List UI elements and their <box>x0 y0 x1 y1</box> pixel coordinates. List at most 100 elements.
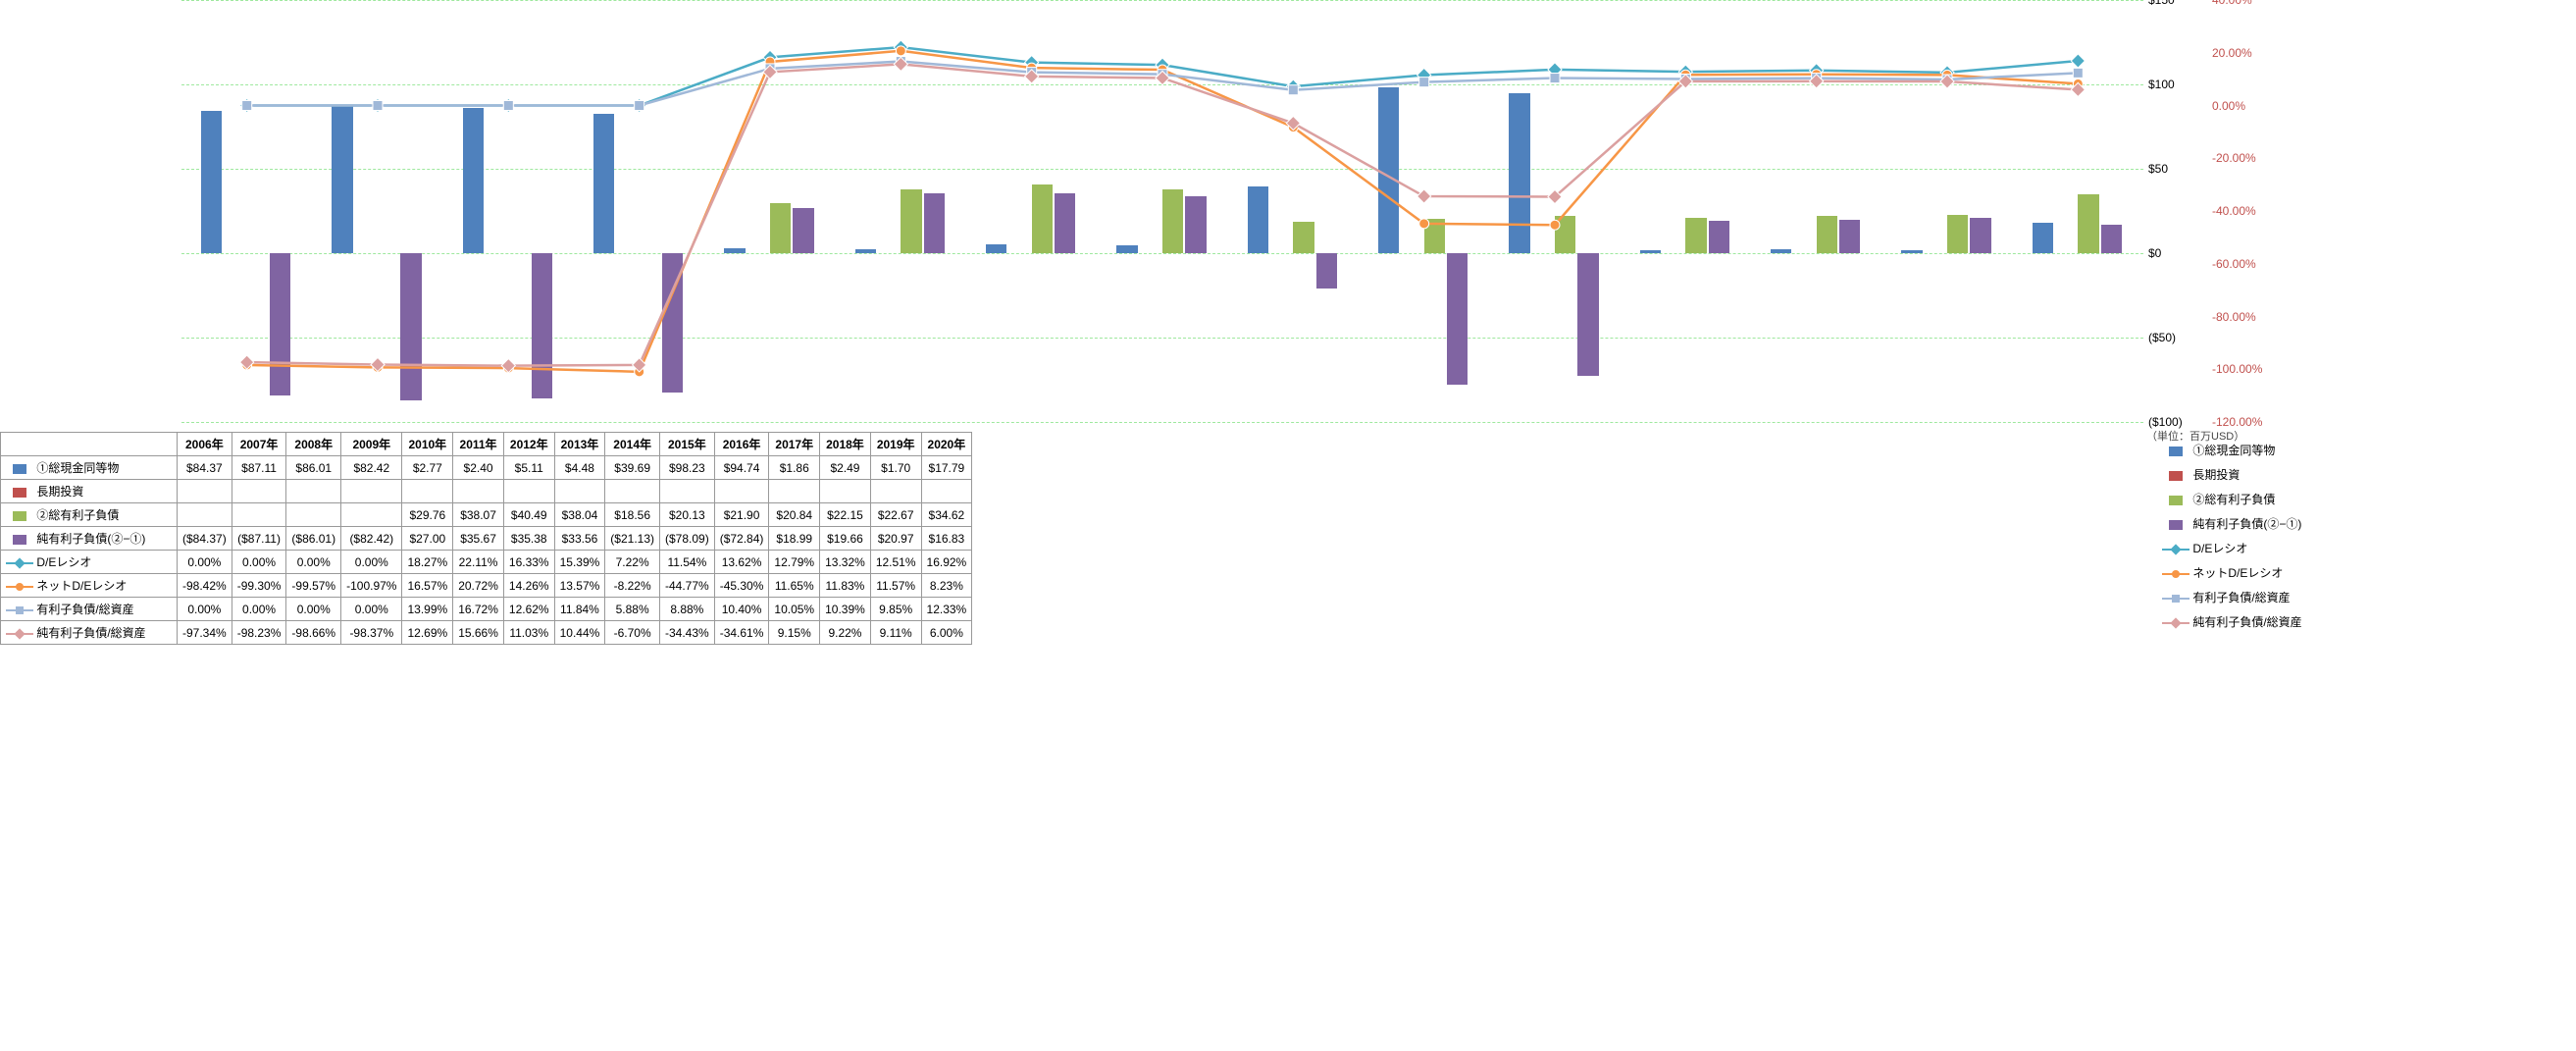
cell-de: 0.00% <box>178 551 232 574</box>
row-label-debt: ②総有利子負債 <box>1 503 178 527</box>
line-netdebtasset <box>247 64 2079 365</box>
cell-debtasset: 12.33% <box>921 598 972 621</box>
legend: ①総現金同等物 長期投資 ②総有利子負債 純有利子負債(②−①) D/Eレシオ … <box>2162 442 2302 638</box>
row-label-ltinv: 長期投資 <box>1 480 178 503</box>
cell-ltinv <box>714 480 769 503</box>
year-header: 2018年 <box>820 433 871 456</box>
cell-netdebt: $20.97 <box>870 527 921 551</box>
cell-cash: $98.23 <box>660 456 715 480</box>
marker-debtasset <box>1288 85 1298 95</box>
cell-cash: $87.11 <box>232 456 286 480</box>
cell-de: 12.51% <box>870 551 921 574</box>
cell-debt: $20.13 <box>660 503 715 527</box>
marker-debtasset <box>2073 68 2083 78</box>
cell-ltinv <box>402 480 453 503</box>
cell-ltinv <box>769 480 820 503</box>
cell-de: 12.79% <box>769 551 820 574</box>
cell-netdebt: ($72.84) <box>714 527 769 551</box>
cell-cash: $86.01 <box>286 456 341 480</box>
cell-ltinv <box>660 480 715 503</box>
cell-netdebtasset: 9.15% <box>769 621 820 645</box>
marker-netdebtasset <box>501 359 515 373</box>
cell-cash: $39.69 <box>605 456 660 480</box>
cell-cash: $17.79 <box>921 456 972 480</box>
cell-debtasset: 5.88% <box>605 598 660 621</box>
cell-netde: 16.57% <box>402 574 453 598</box>
cell-netdebt: ($82.42) <box>341 527 402 551</box>
cell-debt <box>232 503 286 527</box>
cell-netde: -98.42% <box>178 574 232 598</box>
cell-netde: -8.22% <box>605 574 660 598</box>
cell-ltinv <box>178 480 232 503</box>
cell-debtasset: 0.00% <box>178 598 232 621</box>
cell-debt: $40.49 <box>503 503 554 527</box>
year-header: 2015年 <box>660 433 715 456</box>
year-header: 2006年 <box>178 433 232 456</box>
cell-de: 0.00% <box>232 551 286 574</box>
cell-ltinv <box>453 480 504 503</box>
row-label-netdebt: 純有利子負債(②−①) <box>1 527 178 551</box>
year-header: 2019年 <box>870 433 921 456</box>
marker-debtasset <box>635 101 644 111</box>
cell-cash: $2.40 <box>453 456 504 480</box>
cell-netdebtasset: 9.11% <box>870 621 921 645</box>
cell-debt <box>178 503 232 527</box>
row-label-netdebtasset: 純有利子負債/総資産 <box>1 621 178 645</box>
legend-item-de: D/Eレシオ <box>2162 540 2302 556</box>
legend-item-netdebtasset: 純有利子負債/総資産 <box>2162 613 2302 630</box>
data-table: 2006年2007年2008年2009年2010年2011年2012年2013年… <box>0 432 972 645</box>
cell-debt <box>286 503 341 527</box>
row-label-debtasset: 有利子負債/総資産 <box>1 598 178 621</box>
row-label-de: D/Eレシオ <box>1 551 178 574</box>
cell-debt: $20.84 <box>769 503 820 527</box>
cell-debtasset: 11.84% <box>554 598 605 621</box>
cell-netdebtasset: -6.70% <box>605 621 660 645</box>
cell-netde: -44.77% <box>660 574 715 598</box>
cell-netdebtasset: 11.03% <box>503 621 554 645</box>
row-label-cash: ①総現金同等物 <box>1 456 178 480</box>
cell-netdebt: ($87.11) <box>232 527 286 551</box>
chart-container: ($100)($50)$0$50$100$150-120.00%-100.00%… <box>0 0 2576 1051</box>
cell-netde: 14.26% <box>503 574 554 598</box>
marker-debtasset <box>373 101 383 111</box>
cell-cash: $5.11 <box>503 456 554 480</box>
cell-ltinv <box>605 480 660 503</box>
cell-cash: $4.48 <box>554 456 605 480</box>
marker-netde <box>1550 220 1560 230</box>
cell-ltinv <box>820 480 871 503</box>
cell-debt: $18.56 <box>605 503 660 527</box>
cell-debtasset: 10.40% <box>714 598 769 621</box>
marker-debtasset <box>1419 78 1429 87</box>
year-header: 2008年 <box>286 433 341 456</box>
cell-ltinv <box>286 480 341 503</box>
cell-netde: 13.57% <box>554 574 605 598</box>
legend-item-ltinv: 長期投資 <box>2162 466 2302 483</box>
cell-de: 13.32% <box>820 551 871 574</box>
cell-netdebtasset: -34.61% <box>714 621 769 645</box>
cell-de: 0.00% <box>341 551 402 574</box>
legend-item-netdebt: 純有利子負債(②−①) <box>2162 515 2302 532</box>
year-header: 2012年 <box>503 433 554 456</box>
cell-netdebtasset: 12.69% <box>402 621 453 645</box>
cell-netdebtasset: -98.66% <box>286 621 341 645</box>
cell-cash: $2.77 <box>402 456 453 480</box>
cell-netde: 11.83% <box>820 574 871 598</box>
marker-netde <box>1419 219 1429 229</box>
cell-de: 16.33% <box>503 551 554 574</box>
legend-item-debtasset: 有利子負債/総資産 <box>2162 589 2302 605</box>
cell-cash: $2.49 <box>820 456 871 480</box>
cell-netdebtasset: -98.23% <box>232 621 286 645</box>
row-label-netde: ネットD/Eレシオ <box>1 574 178 598</box>
cell-netdebt: ($84.37) <box>178 527 232 551</box>
cell-netdebt: $16.83 <box>921 527 972 551</box>
cell-netdebt: $18.99 <box>769 527 820 551</box>
cell-ltinv <box>503 480 554 503</box>
cell-ltinv <box>554 480 605 503</box>
cell-netdebtasset: 10.44% <box>554 621 605 645</box>
cell-debtasset: 0.00% <box>286 598 341 621</box>
cell-de: 13.62% <box>714 551 769 574</box>
cell-debt: $22.67 <box>870 503 921 527</box>
marker-debtasset <box>503 101 513 111</box>
cell-netde: 20.72% <box>453 574 504 598</box>
cell-cash: $94.74 <box>714 456 769 480</box>
